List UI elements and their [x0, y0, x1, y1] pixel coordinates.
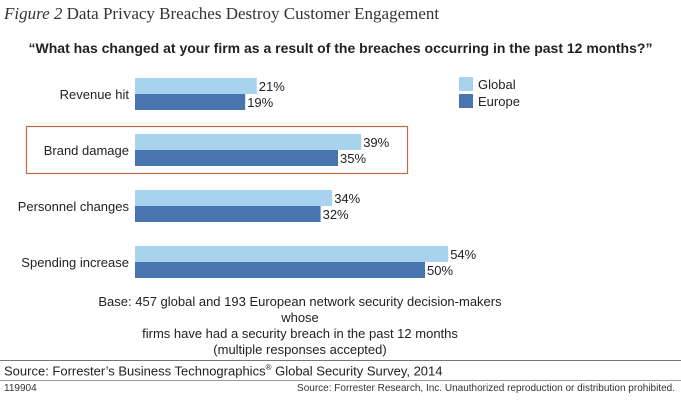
chart-title: “What has changed at your firm as a resu… [28, 40, 653, 56]
category-label-personnel-changes: Personnel changes [18, 199, 130, 214]
figure-number: Figure 2 [4, 4, 63, 23]
copyright-notice: Source: Forrester Research, Inc. Unautho… [297, 383, 675, 394]
bar-global-personnel-changes [135, 190, 333, 206]
source-line: Source: Forrester’s Business Technograph… [4, 363, 443, 378]
bar-chart: Revenue hit 21%19% Brand damage 39%35% Perso… [18, 77, 520, 278]
legend-swatch-global [459, 77, 473, 91]
category-label-revenue-hit: Revenue hit [60, 87, 130, 102]
figure-title-text: Data Privacy Breaches Destroy Customer E… [66, 4, 440, 23]
bar-europe-spending-increase [135, 262, 425, 278]
bar-global-revenue-hit [135, 78, 257, 94]
bar-europe-personnel-changes [135, 206, 321, 222]
value-label-global-revenue-hit: 21% [259, 79, 285, 94]
highlight-box [25, 125, 409, 175]
value-label-europe-revenue-hit: 19% [247, 95, 273, 110]
registered-mark: ® [265, 363, 272, 372]
legend-label-europe: Europe [478, 94, 520, 109]
figure-title: Figure 2 Data Privacy Breaches Destroy C… [4, 4, 439, 24]
base-note-line-3: (multiple responses accepted) [213, 342, 387, 357]
document-id: 119904 [4, 383, 37, 394]
bar-europe-revenue-hit [135, 94, 246, 110]
value-label-global-personnel-changes: 34% [334, 191, 360, 206]
bar-global-spending-increase [135, 246, 449, 262]
base-note-line-2: firms have had a security breach in the … [142, 326, 458, 341]
category-label-brand-damage: Brand damage [44, 143, 129, 158]
value-label-europe-brand-damage: 35% [340, 151, 366, 166]
bar-europe-brand-damage [135, 150, 338, 166]
legend-label-global: Global [478, 77, 516, 92]
value-label-global-spending-increase: 54% [450, 247, 476, 262]
legend-swatch-europe [459, 94, 473, 108]
bar-global-brand-damage [135, 134, 362, 150]
value-label-global-brand-damage: 39% [363, 135, 389, 150]
source-suffix: Global Security Survey, 2014 [271, 363, 443, 379]
base-note: Base: 457 global and 193 European networ… [90, 294, 510, 358]
footer-divider [0, 380, 681, 381]
source-divider [0, 360, 681, 361]
category-label-spending-increase: Spending increase [21, 255, 129, 270]
source-prefix: Source: Forrester’s Business Technograph… [4, 363, 266, 379]
base-note-line-1: Base: 457 global and 193 European networ… [98, 294, 502, 325]
value-label-europe-personnel-changes: 32% [323, 207, 349, 222]
value-label-europe-spending-increase: 50% [427, 263, 453, 278]
